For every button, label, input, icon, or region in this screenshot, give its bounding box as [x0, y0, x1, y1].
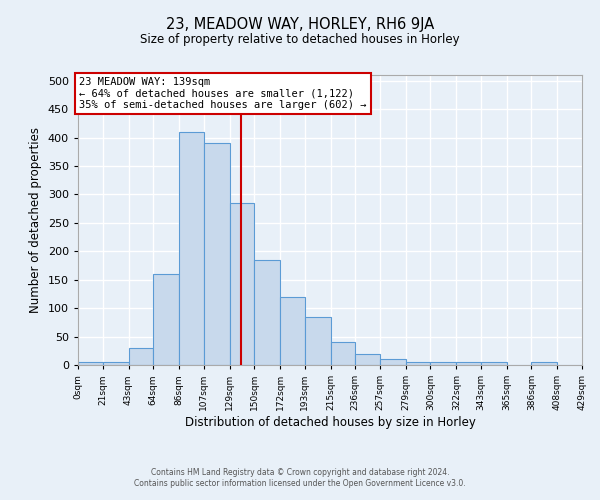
- Text: 23, MEADOW WAY, HORLEY, RH6 9JA: 23, MEADOW WAY, HORLEY, RH6 9JA: [166, 18, 434, 32]
- X-axis label: Distribution of detached houses by size in Horley: Distribution of detached houses by size …: [185, 416, 475, 429]
- Bar: [103, 362, 128, 365]
- Bar: [230, 203, 254, 365]
- Bar: [78, 362, 103, 365]
- Bar: [406, 362, 430, 365]
- Bar: [380, 360, 406, 365]
- Bar: [153, 274, 179, 365]
- Y-axis label: Number of detached properties: Number of detached properties: [29, 127, 42, 313]
- Bar: [456, 362, 481, 365]
- Bar: [481, 362, 507, 365]
- Text: 23 MEADOW WAY: 139sqm
← 64% of detached houses are smaller (1,122)
35% of semi-d: 23 MEADOW WAY: 139sqm ← 64% of detached …: [79, 76, 367, 110]
- Text: Size of property relative to detached houses in Horley: Size of property relative to detached ho…: [140, 32, 460, 46]
- Bar: [254, 260, 280, 365]
- Bar: [128, 348, 153, 365]
- Bar: [179, 132, 204, 365]
- Bar: [305, 316, 331, 365]
- Bar: [204, 143, 230, 365]
- Bar: [355, 354, 380, 365]
- Bar: [532, 362, 557, 365]
- Bar: [280, 297, 305, 365]
- Text: Contains HM Land Registry data © Crown copyright and database right 2024.
Contai: Contains HM Land Registry data © Crown c…: [134, 468, 466, 487]
- Bar: [331, 342, 355, 365]
- Bar: [430, 362, 456, 365]
